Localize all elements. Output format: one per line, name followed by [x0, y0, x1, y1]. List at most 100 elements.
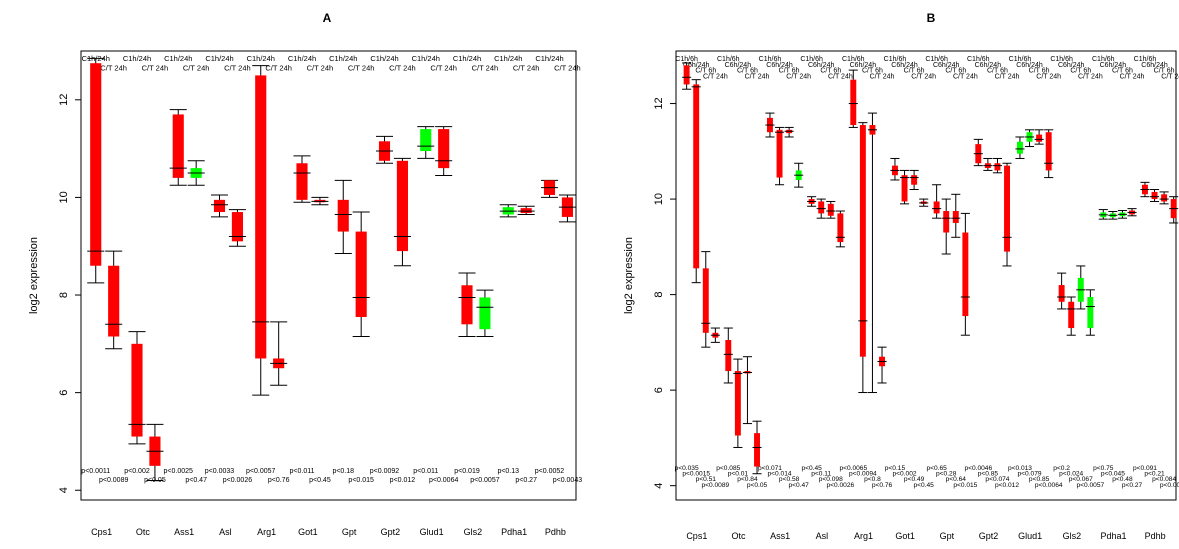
box-pdhb-0	[540, 179, 559, 198]
comparison-label: C/T 24h	[953, 73, 978, 80]
gene-label: Arg1	[257, 527, 276, 537]
p-value-label: p<0.002	[893, 471, 917, 478]
box-otc-0	[723, 327, 733, 384]
box-ass1-2	[784, 126, 794, 138]
gene-label: Asl	[219, 527, 232, 537]
box-otc-0	[128, 331, 146, 445]
p-value-label: p<0.0033	[205, 468, 234, 475]
comparison-label: C/T 24h	[703, 73, 728, 80]
p-value-label: p<0.0092	[370, 468, 399, 475]
p-value-label: p<0.0057	[1077, 482, 1105, 489]
p-value-label: p<0.0089	[99, 477, 128, 484]
y-tick-label: 10	[653, 193, 665, 205]
box	[911, 175, 918, 185]
comparison-label: C/T 24h	[1078, 73, 1103, 80]
p-value-label: p<0.05	[747, 482, 768, 489]
gene-label: Cps1	[686, 531, 707, 541]
comparison-label: C/T 24h	[348, 64, 375, 73]
comparison-label: C/T 24h	[786, 73, 811, 80]
comparison-label: C1h/24h	[329, 54, 357, 63]
p-value-label: p<0.11	[811, 471, 831, 478]
box	[1068, 301, 1075, 329]
comparison-label: C1h/24h	[205, 54, 233, 63]
box	[296, 163, 308, 200]
box	[901, 175, 908, 202]
comparison-label: C/T 6h	[862, 68, 883, 75]
box	[231, 212, 243, 242]
box	[1004, 165, 1010, 252]
box-pdha1-0	[1098, 209, 1108, 220]
box	[850, 79, 857, 126]
box-pdha1-1	[1108, 210, 1118, 220]
p-value-label: p<0.0064	[429, 477, 458, 484]
box-otc-1	[733, 358, 743, 448]
box-asl-1	[228, 209, 246, 247]
plot-frame	[675, 50, 1177, 501]
p-value-label: p<0.0026	[223, 477, 252, 484]
gene-label: Got1	[298, 527, 318, 537]
comparison-label: C6h/24h	[683, 62, 710, 69]
comparison-label: C/T 24h	[1120, 73, 1145, 80]
gene-label: Glud1	[1018, 531, 1042, 541]
comparison-label: C1h/6h	[1134, 56, 1157, 63]
comparison-label: C/T 6h	[695, 68, 716, 75]
comparison-label: C/T 6h	[1029, 68, 1050, 75]
comparison-label: C1h/6h	[967, 56, 990, 63]
comparison-label: C1h/6h	[675, 56, 698, 63]
comparison-label: C/T 24h	[513, 64, 540, 73]
p-value-label: p<0.019	[454, 468, 480, 475]
p-value-label: p<0.045	[1101, 471, 1125, 478]
y-axis-label: log2 expression	[623, 237, 635, 314]
comparison-label: C6h/24h	[1016, 62, 1043, 69]
box-asl-2	[826, 200, 836, 219]
box	[837, 213, 844, 243]
comparison-label: C1h/24h	[123, 54, 151, 63]
gene-label: Cps1	[91, 527, 112, 537]
p-value-label: p<0.0015	[682, 471, 710, 478]
box-gls2-2	[1076, 265, 1086, 310]
p-value-label: p<0.21	[1144, 471, 1165, 478]
p-value-label: p<0.64	[946, 476, 967, 483]
box-gpt-0	[932, 184, 942, 219]
comparison-label: C/T 6h	[945, 68, 966, 75]
box-ass1-1	[774, 126, 785, 186]
comparison-label: C/T 24h	[745, 73, 770, 80]
comparison-label: C/T 6h	[1070, 68, 1091, 75]
comparison-label: C/T 24h	[1161, 73, 1179, 80]
box	[90, 63, 102, 266]
p-value-label: p<0.013	[1008, 465, 1032, 472]
p-value-label: p<0.48	[1112, 476, 1133, 483]
box-gpt2-0	[973, 138, 983, 167]
comparison-label: C1h/6h	[717, 56, 740, 63]
box-cps1-2	[701, 251, 711, 348]
comparison-label: C6h/24h	[808, 62, 835, 69]
p-value-label: p<0.0052	[535, 468, 564, 475]
box-got1-0	[293, 155, 311, 203]
comparison-label: C1h/24h	[412, 54, 440, 63]
p-value-label: p<0.085	[716, 465, 740, 472]
box	[438, 129, 450, 169]
gene-label: Glud1	[420, 527, 444, 537]
comparison-label: C/T 24h	[430, 64, 457, 73]
box-otc-1	[146, 423, 164, 481]
box-ass1-0	[765, 112, 775, 138]
y-tick-label: 4	[653, 483, 665, 489]
box	[479, 297, 491, 330]
box-gpt2-3	[1002, 162, 1012, 267]
chart-title: A	[323, 11, 332, 25]
chart-title: B	[927, 11, 936, 25]
comparison-label: C/T 24h	[265, 64, 292, 73]
p-value-label: p<0.0064	[1035, 482, 1063, 489]
y-axis-label: log2 expression	[28, 237, 40, 314]
p-value-label: p<0.15	[885, 465, 906, 472]
comparison-label: C1h/24h	[247, 54, 275, 63]
box	[827, 203, 834, 216]
gene-label: Gpt2	[381, 527, 401, 537]
box	[108, 265, 120, 337]
box-ass1-1	[187, 160, 205, 186]
comparison-label: C/T 24h	[307, 64, 334, 73]
box-gls2-0	[458, 272, 476, 338]
comparison-label: C/T 24h	[142, 64, 169, 73]
p-value-label: p<0.091	[1133, 465, 1157, 472]
